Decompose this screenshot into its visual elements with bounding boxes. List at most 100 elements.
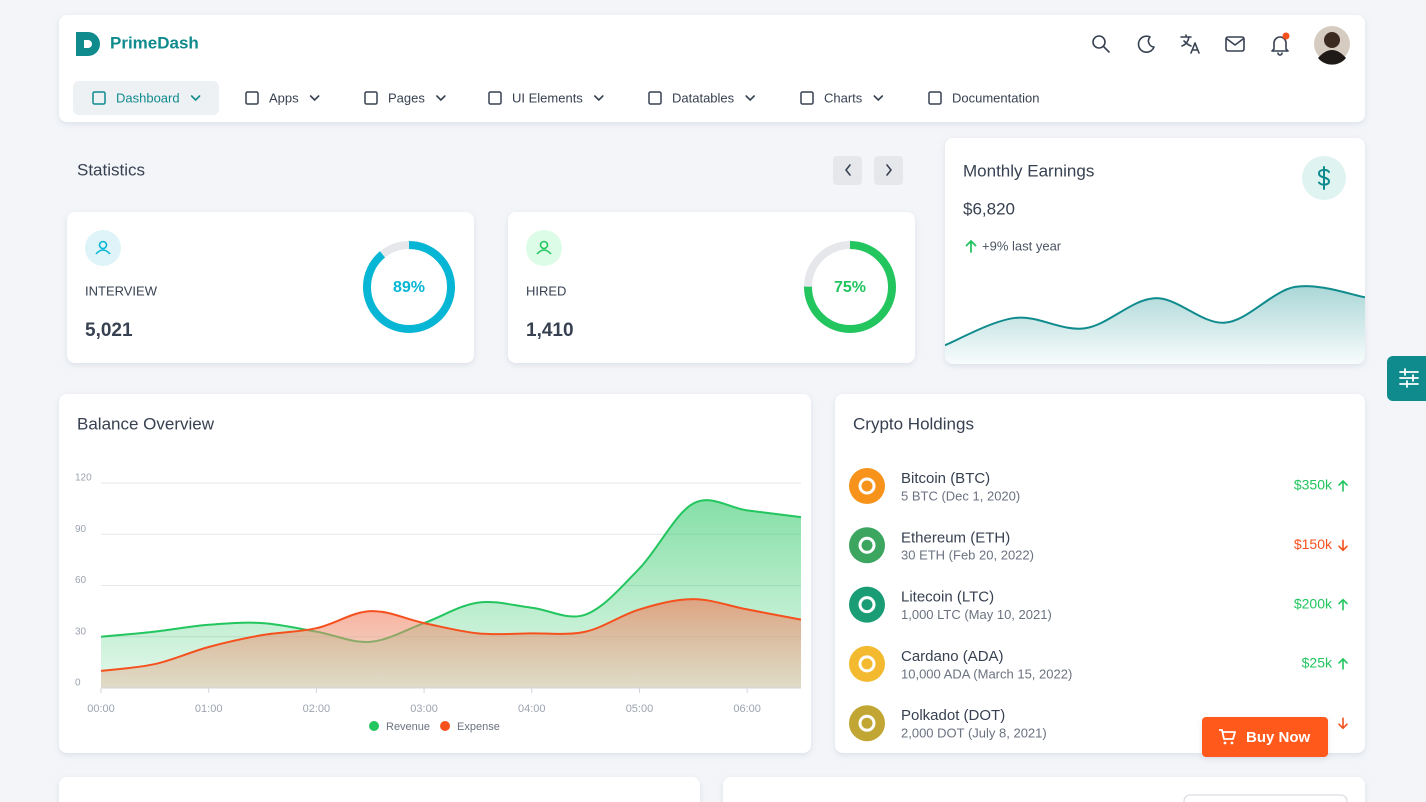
stat-label: INTERVIEW <box>85 283 158 298</box>
sparkline-line <box>945 285 1365 347</box>
language-icon[interactable] <box>1180 34 1200 54</box>
x-tick-label: 02:00 <box>303 703 331 715</box>
nav-icon[interactable] <box>92 91 106 105</box>
coin-icon <box>849 586 885 623</box>
y-tick-label: 60 <box>75 575 87 586</box>
earnings-change: +9% last year <box>982 238 1062 253</box>
brand: PrimeDash <box>110 33 199 52</box>
coin-name: Ethereum (ETH) <box>901 529 1010 546</box>
nav-icon[interactable] <box>648 91 662 105</box>
trend-arrow <box>1338 598 1348 611</box>
dropdown-chevron[interactable] <box>190 95 201 102</box>
trend-arrow <box>1338 539 1348 552</box>
theme-icon[interactable] <box>1137 35 1155 53</box>
stat-card <box>508 212 915 363</box>
sparkline <box>945 285 1365 364</box>
button-label[interactable]: Buy Now <box>1246 729 1311 746</box>
coin-detail: 5 BTC (Dec 1, 2020) <box>901 488 1020 503</box>
settings-tab[interactable] <box>1387 356 1426 401</box>
coin-glyph <box>858 536 876 554</box>
buy-now-button[interactable]: Buy Now <box>1202 717 1328 757</box>
nav-item[interactable]: Datatables <box>648 90 755 105</box>
trend-arrow <box>1338 479 1348 492</box>
dropdown-chevron[interactable] <box>873 95 884 102</box>
nav-icon[interactable] <box>245 91 259 105</box>
legend-label[interactable]: Expense <box>457 721 500 733</box>
progress-label: 75% <box>834 279 866 296</box>
coin-glyph <box>858 655 876 673</box>
coin-name: Cardano (ADA) <box>901 648 1004 665</box>
nav-label[interactable]: Dashboard <box>116 90 180 105</box>
x-tick-label: 00:00 <box>87 703 115 715</box>
card-title: Balance Overview <box>77 414 215 433</box>
x-tick-label: 04:00 <box>518 703 546 715</box>
area-line <box>100 499 802 643</box>
sparkline-area <box>945 286 1365 364</box>
stat-value: 1,410 <box>526 320 574 341</box>
nav-icon[interactable] <box>488 91 502 105</box>
mail-icon[interactable] <box>1225 36 1245 52</box>
legend-item[interactable]: Expense <box>440 721 500 733</box>
trend-arrow <box>1338 657 1348 670</box>
coin-detail: 2,000 DOT (July 8, 2021) <box>901 726 1047 741</box>
area-line <box>100 598 802 672</box>
nav-label[interactable]: UI Elements <box>512 90 583 105</box>
coin-glyph <box>858 714 876 732</box>
progress-ring <box>363 241 455 333</box>
nav-item[interactable]: Apps <box>245 90 320 105</box>
nav-label[interactable]: Datatables <box>672 90 735 105</box>
header-card <box>59 15 1365 122</box>
dropdown-chevron[interactable] <box>594 95 604 102</box>
legend-swatch[interactable] <box>369 721 379 731</box>
nav-item[interactable]: Pages <box>364 90 446 105</box>
nav-label[interactable]: Pages <box>388 90 425 105</box>
coin-amount: $150k <box>1294 536 1333 552</box>
coin-detail: 1,000 LTC (May 10, 2021) <box>901 607 1052 622</box>
logo <box>76 32 100 56</box>
nav-icon[interactable] <box>364 91 378 105</box>
coin-detail: 30 ETH (Feb 20, 2022) <box>901 548 1034 563</box>
notification-icon[interactable] <box>1271 32 1290 56</box>
progress-ring <box>804 241 896 333</box>
stat-card <box>67 212 474 363</box>
stat-icon <box>536 249 552 255</box>
nav-label[interactable]: Apps <box>269 90 299 105</box>
coin-icon <box>849 468 885 504</box>
coin-name: Polkadot (DOT) <box>901 707 1005 724</box>
crypto-list: Bitcoin (BTC)5 BTC (Dec 1, 2020) $350k Eth… <box>849 468 1348 742</box>
bottom-card <box>723 777 1365 802</box>
x-tick-label: 01:00 <box>195 703 223 715</box>
next-button[interactable] <box>874 156 903 185</box>
stat-label: HIRED <box>526 283 566 298</box>
dropdown-chevron[interactable] <box>745 95 755 102</box>
prev-button[interactable] <box>833 156 862 185</box>
dropdown-chevron[interactable] <box>309 95 320 102</box>
avatar[interactable] <box>1314 26 1350 65</box>
earnings-amount: $6,820 <box>963 199 1015 218</box>
legend-item[interactable]: Revenue <box>369 721 430 733</box>
legend-label[interactable]: Revenue <box>386 721 430 733</box>
section-title: Statistics <box>77 160 145 179</box>
nav-active-bg[interactable] <box>73 81 219 115</box>
bottom-select[interactable] <box>1183 794 1348 802</box>
nav-label[interactable]: Documentation <box>952 90 1039 105</box>
nav-item[interactable]: UI Elements <box>488 90 604 105</box>
nav-item[interactable]: Dashboard <box>73 81 219 115</box>
dropdown-chevron[interactable] <box>436 95 446 102</box>
x-tick-label: 06:00 <box>733 703 761 715</box>
stat-icon <box>98 240 108 250</box>
nav-item[interactable]: Charts <box>800 90 884 105</box>
nav-icon[interactable] <box>800 91 814 105</box>
nav-item[interactable]: Documentation <box>928 90 1039 105</box>
dollar-icon <box>1302 156 1346 200</box>
coin-icon <box>849 527 885 564</box>
stat-icon <box>95 249 111 255</box>
stat-value: 5,021 <box>85 320 133 341</box>
card-title: Crypto Holdings <box>853 414 974 433</box>
up-arrow <box>965 239 977 253</box>
nav-icon[interactable] <box>928 91 942 105</box>
search-icon[interactable] <box>1092 35 1110 53</box>
coin-amount: $200k <box>1294 595 1333 611</box>
nav-label[interactable]: Charts <box>824 90 863 105</box>
legend-swatch[interactable] <box>440 721 451 731</box>
